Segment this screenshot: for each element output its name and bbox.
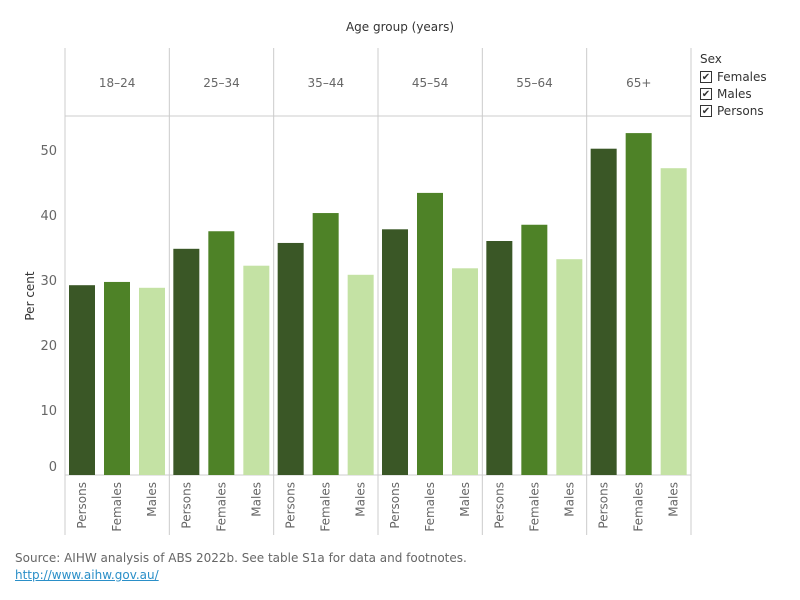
bar-persons <box>382 229 408 475</box>
x-tick-label: Males <box>249 482 263 517</box>
group-label: 18–24 <box>99 76 136 90</box>
legend-item-persons[interactable]: ✔ Persons <box>700 102 767 119</box>
x-tick-label: Persons <box>492 482 506 529</box>
bar-females <box>208 231 235 475</box>
bar-males <box>660 168 687 475</box>
bar-males <box>243 265 270 475</box>
checkbox-icon[interactable]: ✔ <box>700 104 712 117</box>
group-label: 45–54 <box>412 76 449 90</box>
x-tick-label: Persons <box>597 482 611 529</box>
legend: Sex ✔ Females ✔ Males ✔ Persons <box>700 52 767 119</box>
bar-females <box>104 281 130 475</box>
bar-males <box>556 259 583 475</box>
checkbox-icon[interactable]: ✔ <box>700 70 712 83</box>
y-tick-label: 0 <box>49 460 57 475</box>
footer: Source: AIHW analysis of ABS 2022b. See … <box>15 550 467 584</box>
group-label: 25–34 <box>203 76 240 90</box>
x-tick-label: Males <box>667 482 681 517</box>
bar-females <box>312 213 339 476</box>
legend-item-females[interactable]: ✔ Females <box>700 68 767 85</box>
x-tick-label: Males <box>562 482 576 517</box>
bar-females <box>521 224 548 475</box>
y-tick-label: 20 <box>40 339 57 354</box>
x-tick-label: Persons <box>284 482 298 529</box>
bar-males <box>347 274 374 475</box>
x-tick-label: Females <box>423 482 437 532</box>
x-tick-label: Males <box>354 482 368 517</box>
y-tick-label: 30 <box>40 274 57 289</box>
x-tick-label: Females <box>632 482 646 532</box>
bar-persons <box>277 242 304 475</box>
x-tick-label: Females <box>319 482 333 532</box>
x-tick-label: Females <box>110 482 124 532</box>
bar-females <box>417 192 443 475</box>
legend-label: Males <box>717 86 752 101</box>
bar-males <box>139 287 165 475</box>
x-tick-label: Females <box>214 482 228 532</box>
bar-persons <box>486 241 513 475</box>
x-tick-label: Persons <box>179 482 193 529</box>
group-label: 55–64 <box>516 76 553 90</box>
legend-label: Persons <box>717 103 764 118</box>
x-tick-label: Persons <box>75 482 89 529</box>
checkbox-icon[interactable]: ✔ <box>700 87 712 100</box>
bar-persons <box>590 148 617 475</box>
source-note: Source: AIHW analysis of ABS 2022b. See … <box>15 551 467 565</box>
bar-persons <box>69 285 95 475</box>
y-tick-label: 50 <box>40 144 57 159</box>
y-axis-label: Per cent <box>23 271 37 321</box>
group-label: 65+ <box>626 76 651 90</box>
x-tick-label: Males <box>145 482 159 517</box>
bar-females <box>625 133 652 475</box>
legend-label: Females <box>717 69 767 84</box>
y-tick-label: 40 <box>40 209 57 224</box>
aihw-link[interactable]: http://www.aihw.gov.au/ <box>15 568 159 582</box>
x-tick-label: Persons <box>388 482 402 529</box>
legend-item-males[interactable]: ✔ Males <box>700 85 767 102</box>
x-tick-label: Females <box>527 482 541 532</box>
x-tick-label: Males <box>458 482 472 517</box>
legend-title: Sex <box>700 52 722 66</box>
bar-persons <box>173 248 200 475</box>
group-label: 35–44 <box>308 76 345 90</box>
bar-males <box>452 268 478 475</box>
column-header: Age group (years) <box>346 20 454 34</box>
y-tick-label: 10 <box>40 404 57 419</box>
